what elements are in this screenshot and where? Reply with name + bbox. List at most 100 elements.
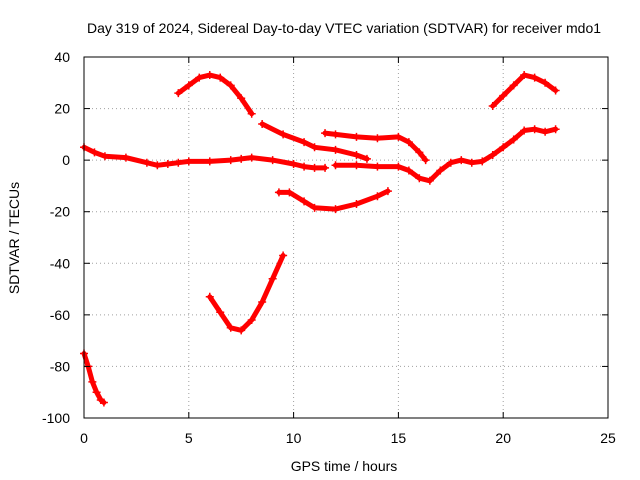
y-tick-label: 0	[62, 152, 70, 168]
data-point	[184, 81, 193, 90]
x-tick-label: 15	[391, 430, 407, 446]
data-point	[258, 297, 267, 306]
data-point	[331, 161, 340, 170]
data-point	[421, 156, 430, 165]
data-point	[373, 134, 382, 143]
data-point	[520, 71, 529, 80]
data-point	[88, 377, 97, 386]
data-point	[216, 73, 225, 82]
data-point	[331, 145, 340, 154]
data-point	[373, 162, 382, 171]
data-point	[310, 143, 319, 152]
data-point	[174, 158, 183, 167]
data-point	[247, 153, 256, 162]
series-arc-7	[322, 130, 429, 163]
data-point	[530, 73, 539, 82]
x-axis-ticks: 0 5 10 15 20 25	[80, 57, 616, 446]
y-tick-label: -100	[42, 410, 70, 426]
series-arc-9	[490, 72, 559, 109]
data-point	[121, 153, 130, 162]
y-tick-label: -20	[50, 204, 70, 220]
data-point	[226, 81, 235, 90]
plot-frame	[83, 56, 609, 419]
data-point	[99, 398, 108, 407]
data-point	[90, 148, 99, 157]
data-point	[205, 157, 214, 166]
y-tick-label: -80	[50, 358, 70, 374]
data-point	[310, 163, 319, 172]
data-point	[279, 130, 288, 139]
data-point	[195, 73, 204, 82]
data-point	[415, 174, 424, 183]
data-point	[268, 274, 277, 283]
data-point	[258, 120, 267, 129]
data-point	[300, 138, 309, 147]
data-point	[551, 125, 560, 134]
series-arc-4	[207, 253, 286, 333]
data-point	[268, 156, 277, 165]
data-point	[530, 125, 539, 134]
data-point	[425, 176, 434, 185]
data-point	[467, 158, 476, 167]
data-point	[373, 192, 382, 201]
data-point	[300, 197, 309, 206]
y-tick-label: 40	[54, 49, 70, 65]
data-point	[478, 157, 487, 166]
data-point	[509, 81, 518, 90]
data-point	[247, 316, 256, 325]
data-point	[488, 150, 497, 159]
y-axis-label: SDTVAR / TECUs	[6, 182, 22, 294]
data-point	[352, 132, 361, 141]
data-point	[499, 143, 508, 152]
data-point	[226, 323, 235, 332]
data-point	[488, 101, 497, 110]
data-point	[404, 138, 413, 147]
data-point	[352, 161, 361, 170]
data-point	[237, 94, 246, 103]
data-point	[237, 154, 246, 163]
data-point	[446, 158, 455, 167]
data-point	[247, 109, 256, 118]
data-point	[300, 162, 309, 171]
series-arc-3	[175, 72, 255, 117]
data-point	[310, 203, 319, 212]
data-point	[509, 135, 518, 144]
data-point	[331, 205, 340, 214]
data-point	[383, 187, 392, 196]
data-point	[279, 251, 288, 260]
y-tick-label: 20	[54, 101, 70, 117]
data-point	[274, 188, 283, 197]
y-tick-label: -40	[50, 255, 70, 271]
y-axis-ticks: -100 -80 -60 -40 -20 0 20 40	[42, 49, 608, 426]
data-point	[100, 152, 109, 161]
data-point	[163, 160, 172, 169]
data-point	[92, 388, 101, 397]
data-point	[541, 78, 550, 87]
series-arc-2	[81, 144, 328, 171]
data-point	[331, 130, 340, 139]
data-point	[321, 129, 330, 138]
data-series	[80, 71, 560, 407]
data-point	[226, 156, 235, 165]
data-point	[394, 132, 403, 141]
data-point	[404, 166, 413, 175]
data-point	[153, 161, 162, 170]
data-point	[499, 91, 508, 100]
data-point	[352, 199, 361, 208]
data-point	[216, 308, 225, 317]
y-tick-label: -60	[50, 307, 70, 323]
data-point	[285, 188, 294, 197]
chart-title: Day 319 of 2024, Sidereal Day-to-day VTE…	[87, 20, 601, 36]
data-point	[362, 154, 371, 163]
data-point	[415, 148, 424, 157]
data-point	[142, 158, 151, 167]
data-point	[394, 162, 403, 171]
data-point	[174, 89, 183, 98]
data-point	[457, 156, 466, 165]
data-point	[436, 166, 445, 175]
data-point	[352, 150, 361, 159]
data-point	[520, 126, 529, 135]
x-axis-label: GPS time / hours	[291, 458, 398, 474]
data-point	[205, 71, 214, 80]
